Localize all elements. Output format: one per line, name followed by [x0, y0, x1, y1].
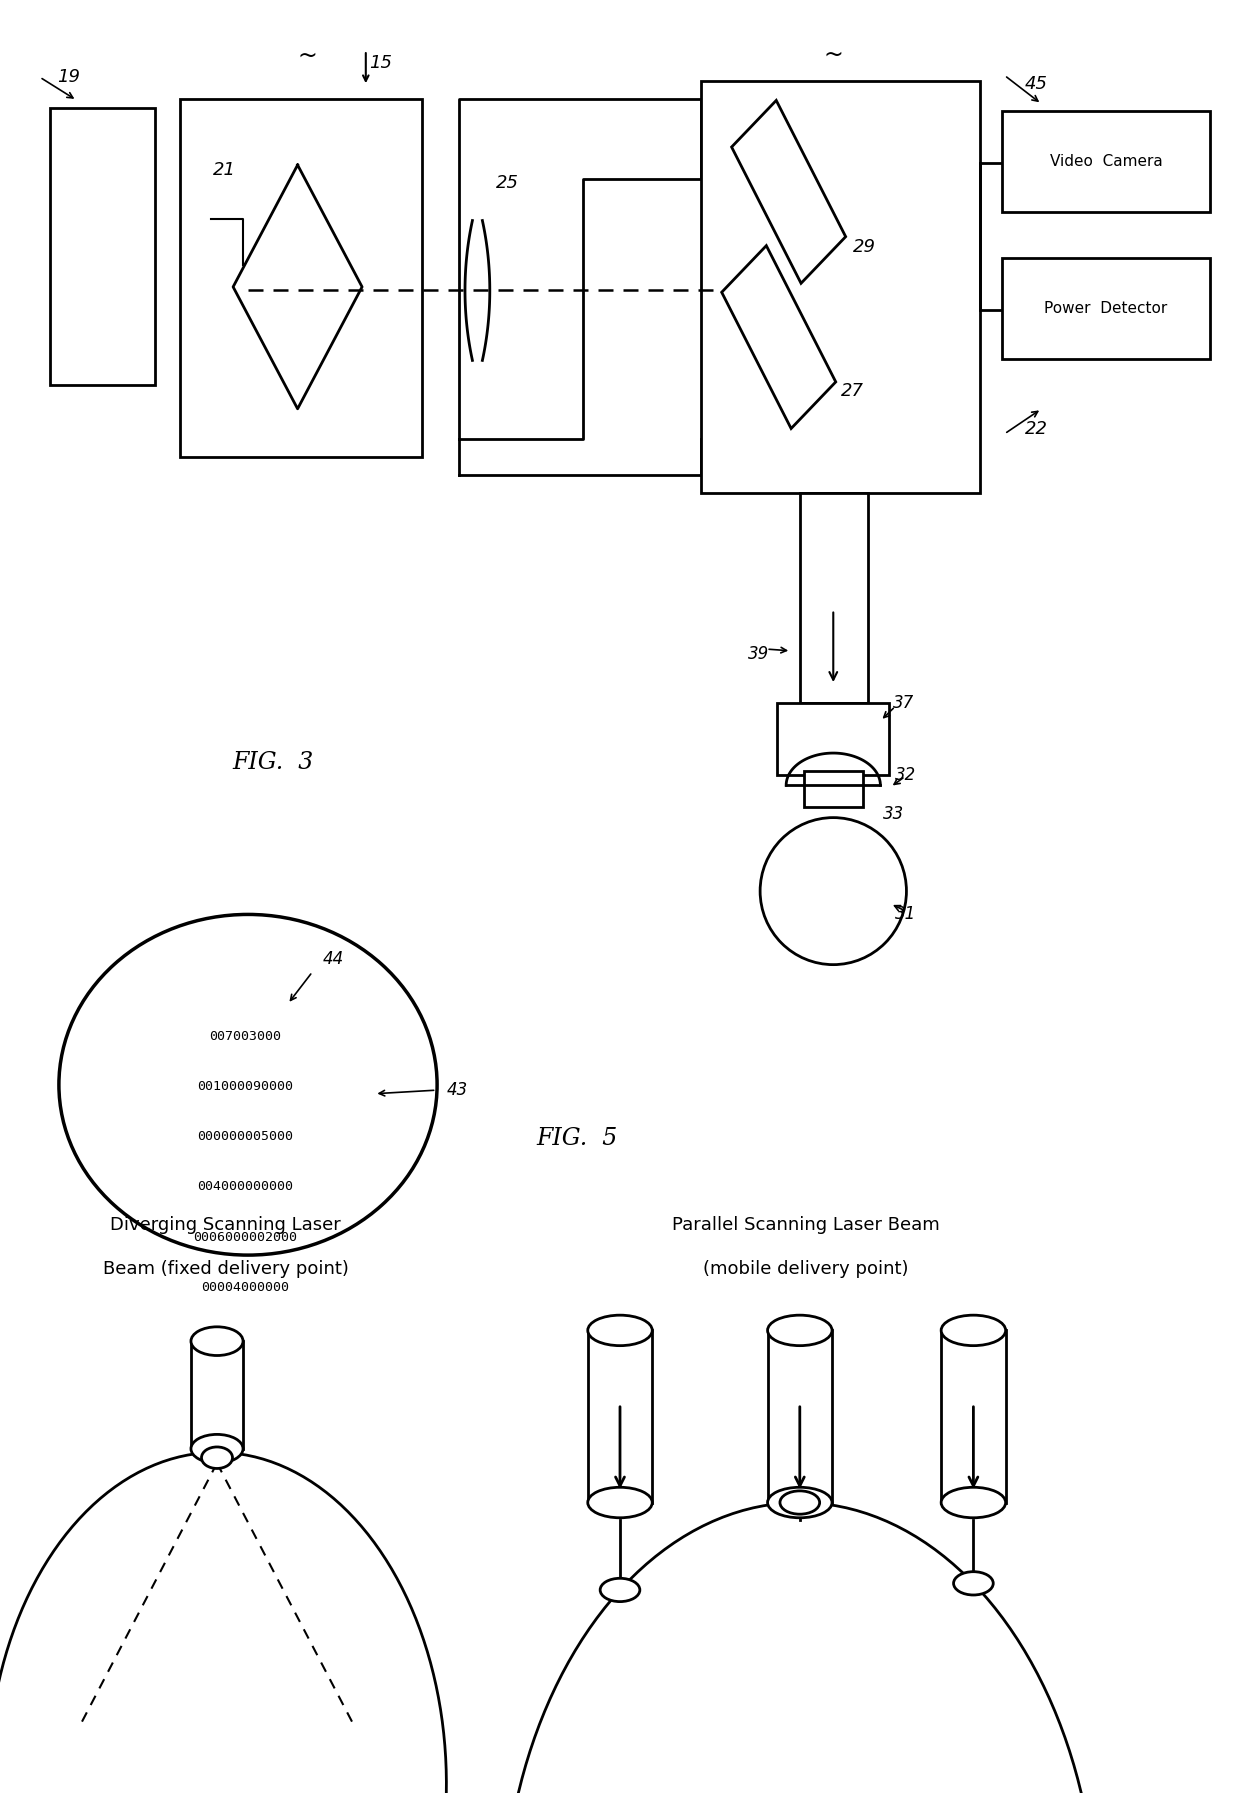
Ellipse shape	[941, 1316, 1006, 1345]
Text: 25: 25	[496, 174, 520, 192]
Polygon shape	[722, 246, 836, 429]
Bar	[768, 1330, 832, 1503]
Text: 44: 44	[322, 950, 343, 968]
Text: 33: 33	[883, 805, 904, 823]
Text: ~: ~	[823, 43, 843, 66]
Text: 19: 19	[57, 68, 79, 86]
Ellipse shape	[780, 1492, 820, 1513]
Text: 22: 22	[1025, 420, 1048, 437]
Bar	[588, 1330, 652, 1503]
Text: FIG.  5: FIG. 5	[536, 1128, 618, 1149]
Ellipse shape	[201, 1447, 233, 1468]
Ellipse shape	[60, 914, 438, 1255]
Text: 007003000: 007003000	[210, 1029, 281, 1044]
Bar	[941, 1330, 1006, 1503]
Text: 0006000002000: 0006000002000	[193, 1230, 298, 1244]
Text: 21: 21	[213, 161, 237, 179]
Text: 39: 39	[748, 645, 769, 663]
Text: Parallel Scanning Laser Beam: Parallel Scanning Laser Beam	[672, 1216, 940, 1234]
Text: Power  Detector: Power Detector	[1044, 301, 1168, 316]
Text: 43: 43	[446, 1081, 467, 1099]
Ellipse shape	[941, 1488, 1006, 1517]
Bar	[180, 99, 422, 457]
Text: 29: 29	[853, 238, 877, 256]
Text: 15: 15	[370, 54, 393, 72]
Text: 00004000000: 00004000000	[202, 1280, 289, 1295]
Text: Video  Camera: Video Camera	[1050, 154, 1162, 169]
Text: 32: 32	[895, 766, 916, 784]
Text: 004000000000: 004000000000	[197, 1180, 294, 1194]
Ellipse shape	[600, 1578, 640, 1601]
Bar	[777, 703, 889, 775]
Bar	[1002, 258, 1210, 359]
Text: 000000005000: 000000005000	[197, 1130, 294, 1144]
Text: Diverging Scanning Laser: Diverging Scanning Laser	[110, 1216, 341, 1234]
Text: Beam (fixed delivery point): Beam (fixed delivery point)	[103, 1260, 348, 1278]
Text: ~: ~	[298, 45, 317, 68]
Bar	[1002, 111, 1210, 212]
Ellipse shape	[768, 1488, 832, 1517]
Ellipse shape	[760, 818, 906, 965]
Bar	[701, 81, 980, 493]
Polygon shape	[732, 100, 846, 283]
Ellipse shape	[768, 1316, 832, 1345]
Ellipse shape	[588, 1488, 652, 1517]
Ellipse shape	[588, 1316, 652, 1345]
Text: 27: 27	[841, 382, 864, 400]
Text: FIG.  3: FIG. 3	[232, 751, 314, 773]
Text: 45: 45	[1025, 75, 1048, 93]
Text: (mobile delivery point): (mobile delivery point)	[703, 1260, 909, 1278]
Bar	[800, 493, 868, 703]
Bar	[50, 108, 155, 385]
Bar	[804, 771, 863, 807]
Ellipse shape	[954, 1572, 993, 1596]
Bar	[191, 1341, 243, 1449]
Text: 37: 37	[893, 694, 914, 712]
Ellipse shape	[191, 1434, 243, 1463]
Ellipse shape	[191, 1327, 243, 1356]
Text: 31: 31	[895, 905, 916, 923]
Text: 001000090000: 001000090000	[197, 1079, 294, 1094]
